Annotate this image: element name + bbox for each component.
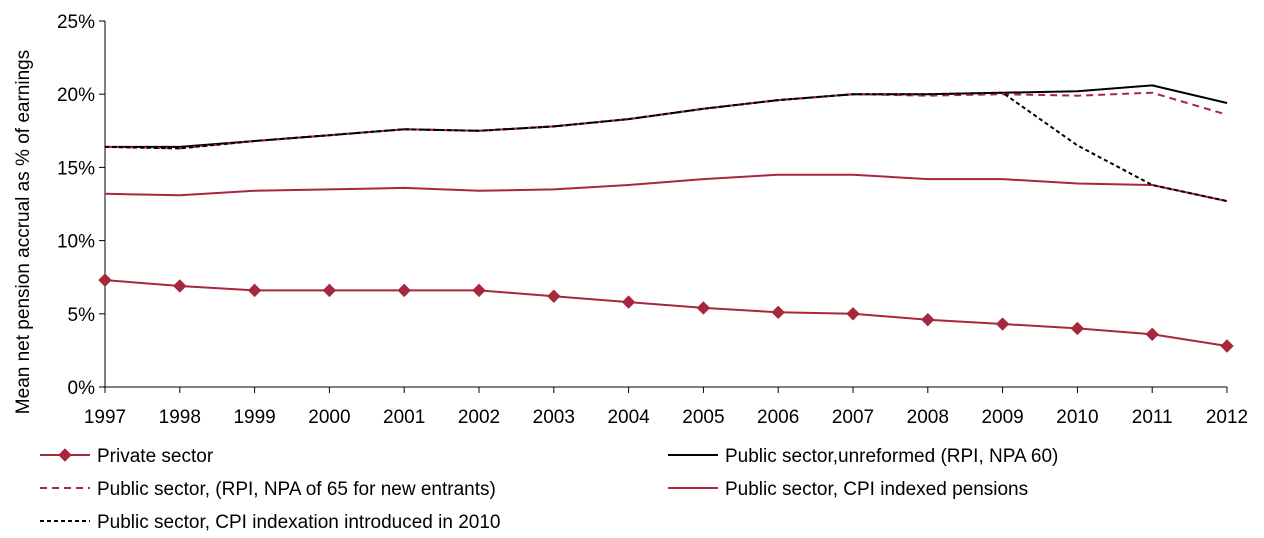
data-point xyxy=(174,280,186,292)
x-tick-label: 2008 xyxy=(907,407,949,428)
legend: Private sector Public sector,unreformed (… xyxy=(40,446,1058,533)
series-line xyxy=(105,280,1227,346)
y-tick-label: 0% xyxy=(68,378,96,399)
legend-label: Public sector, (RPI, NPA of 65 for new e… xyxy=(97,479,496,500)
x-tick-label: 2006 xyxy=(757,407,799,428)
x-tick-label: 2012 xyxy=(1206,407,1248,428)
data-point xyxy=(249,284,261,296)
x-tick-label: 2009 xyxy=(981,407,1023,428)
x-tick-label: 1999 xyxy=(233,407,275,428)
legend-label: Public sector,unreformed (RPI, NPA 60) xyxy=(725,446,1058,467)
x-tick-label: 2000 xyxy=(308,407,350,428)
data-point xyxy=(99,274,111,286)
data-point xyxy=(772,306,784,318)
series-1 xyxy=(105,85,1227,146)
x-tick-label: 2011 xyxy=(1132,407,1173,428)
series-0 xyxy=(99,274,1233,352)
legend-label: Public sector, CPI indexation introduced… xyxy=(97,512,500,533)
series-line xyxy=(105,93,1227,201)
x-tick-label: 2003 xyxy=(533,407,575,428)
data-point xyxy=(697,302,709,314)
y-axis-title: Mean net pension accrual as % of earning… xyxy=(13,50,34,414)
data-point xyxy=(623,296,635,308)
data-point xyxy=(59,449,71,461)
legend-entry-3: Public sector, CPI indexed pensions xyxy=(668,479,1028,500)
legend-label: Public sector, CPI indexed pensions xyxy=(725,479,1028,500)
x-tick-label: 2004 xyxy=(607,407,650,428)
series-4 xyxy=(105,93,1227,201)
series-line xyxy=(105,175,1227,201)
legend-label: Private sector xyxy=(97,446,214,467)
data-point xyxy=(548,290,560,302)
legend-entry-0: Private sector xyxy=(40,446,214,467)
y-tick-label: 15% xyxy=(57,158,95,179)
y-tick-label: 10% xyxy=(57,232,95,253)
x-tick-label: 2005 xyxy=(682,407,724,428)
data-point xyxy=(1071,322,1083,334)
legend-entry-4: Public sector, CPI indexation introduced… xyxy=(40,512,500,533)
data-point xyxy=(1221,340,1233,352)
y-tick-label: 25% xyxy=(57,12,95,33)
data-point xyxy=(1146,328,1158,340)
axes: 0% 5% 10% 15% 20% 25% 1997 1998 1999 2000 2001 2002… xyxy=(13,12,1248,428)
x-tick-label: 2001 xyxy=(383,407,425,428)
series-group xyxy=(99,85,1233,352)
y-tick-label: 5% xyxy=(68,305,96,326)
y-tick-label: 20% xyxy=(57,85,95,106)
x-tick-label: 1998 xyxy=(159,407,201,428)
x-tick-label: 1997 xyxy=(84,407,126,428)
data-point xyxy=(922,314,934,326)
data-point xyxy=(398,284,410,296)
data-point xyxy=(473,284,485,296)
x-tick-label: 2010 xyxy=(1056,407,1098,428)
data-point xyxy=(847,308,859,320)
data-point xyxy=(323,284,335,296)
x-tick-label: 2007 xyxy=(832,407,874,428)
legend-entry-1: Public sector,unreformed (RPI, NPA 60) xyxy=(668,446,1058,467)
x-tick-label: 2002 xyxy=(458,407,500,428)
legend-entry-2: Public sector, (RPI, NPA of 65 for new e… xyxy=(40,479,496,500)
series-line xyxy=(105,85,1227,146)
data-point xyxy=(997,318,1009,330)
series-3 xyxy=(105,175,1227,201)
